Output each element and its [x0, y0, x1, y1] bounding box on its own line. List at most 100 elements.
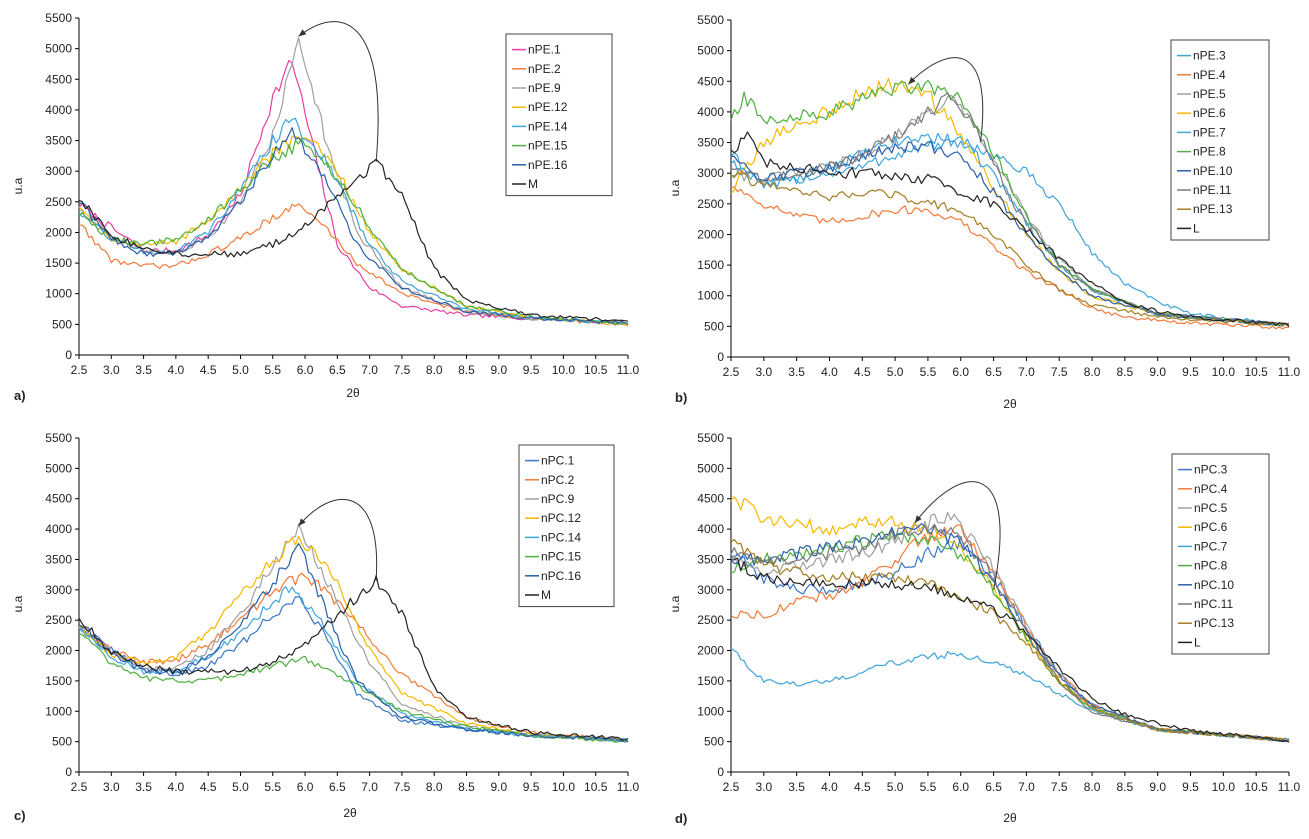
- x-tick-label: 7.5: [394, 780, 411, 794]
- x-tick-label: 7.5: [1051, 780, 1068, 794]
- y-tick-label: 1500: [45, 674, 72, 688]
- y-tick-label: 1500: [697, 674, 724, 688]
- series-line-npc-14: [78, 586, 629, 742]
- y-tick-label: 4500: [45, 492, 72, 506]
- series-line-npe-4: [730, 186, 1290, 330]
- legend: nPC.3 nPC.4 nPC.5 nPC.6 nPC.7 nPC.8 nPC.10 nPC.…: [1171, 453, 1270, 655]
- y-tick-label: 2500: [697, 613, 724, 627]
- series-line-npe-16: [78, 127, 629, 324]
- legend-label: M: [528, 177, 538, 191]
- x-tick-label: 8.0: [1084, 365, 1101, 379]
- legend-label: nPC.14: [541, 530, 581, 544]
- legend-label: L: [1194, 635, 1201, 649]
- y-tick-label: 0: [717, 765, 724, 779]
- y-tick-label: 5500: [45, 11, 72, 25]
- x-tick-label: 5.0: [887, 780, 904, 794]
- legend-label: nPC.12: [541, 511, 581, 525]
- x-tick-label: 7.5: [394, 363, 411, 377]
- x-tick-label: 5.0: [887, 365, 904, 379]
- x-tick-label: 6.0: [952, 780, 969, 794]
- series-line-m: [78, 575, 629, 741]
- legend-label: nPE.8: [1193, 145, 1226, 159]
- legend-label: nPE.4: [1193, 68, 1226, 82]
- x-tick-label: 3.5: [135, 363, 152, 377]
- y-tick-label: 3500: [697, 552, 724, 566]
- series-line-npc-16: [78, 542, 629, 743]
- y-tick-label: 1000: [697, 704, 724, 718]
- x-tick-label: 6.5: [329, 363, 346, 377]
- x-tick-label: 6.5: [985, 780, 1002, 794]
- x-tick-label: 9.0: [1149, 780, 1166, 794]
- x-tick-label: 9.5: [1182, 365, 1199, 379]
- x-tick-label: 7.0: [361, 363, 378, 377]
- x-tick-label: 7.0: [1018, 365, 1035, 379]
- legend-label: M: [541, 588, 551, 602]
- x-tick-label: 6.0: [297, 363, 314, 377]
- legend-label: L: [1193, 221, 1200, 235]
- y-tick-label: 1500: [697, 258, 724, 272]
- x-tick-label: 5.0: [232, 363, 249, 377]
- y-tick-label: 500: [704, 319, 724, 333]
- panel-label: b): [675, 390, 687, 405]
- x-tick-label: 9.5: [523, 780, 540, 794]
- y-tick-label: 5000: [45, 461, 72, 475]
- y-tick-label: 0: [65, 348, 72, 362]
- annotation-arrow: [298, 498, 378, 581]
- y-tick-label: 3000: [697, 583, 724, 597]
- x-tick-label: 3.5: [135, 780, 152, 794]
- legend-label: nPC.15: [541, 550, 581, 564]
- x-tick-label: 5.5: [920, 365, 937, 379]
- y-tick-label: 5500: [697, 13, 724, 27]
- x-tick-label: 10.0: [552, 780, 576, 794]
- y-tick-label: 3000: [45, 164, 72, 178]
- legend-label: nPE.1: [528, 43, 561, 57]
- y-tick-label: 2000: [45, 644, 72, 658]
- series-line-npc-11: [730, 523, 1290, 742]
- legend-label: nPE.13: [1193, 202, 1233, 216]
- y-tick-label: 5500: [45, 431, 72, 445]
- panel-label: d): [675, 811, 687, 826]
- y-tick-label: 1000: [45, 287, 72, 301]
- legend-box: [505, 33, 613, 197]
- legend-label: nPC.5: [1194, 501, 1228, 515]
- legend-label: nPE.2: [528, 62, 561, 76]
- chart-panel: 0 500 1000 1500 2000 2500 3000 3500 4000 4500 5000…: [11, 11, 640, 403]
- annotation-arrow: [907, 57, 984, 143]
- x-tick-label: 9.5: [1182, 780, 1199, 794]
- x-tick-label: 2.5: [723, 365, 740, 379]
- x-tick-label: 5.5: [264, 363, 281, 377]
- legend: nPE.1 nPE.2 nPE.9 nPE.12 nPE.14 nPE.15 nPE.16 M: [505, 33, 613, 197]
- x-tick-label: 10.0: [1212, 365, 1236, 379]
- series-line-npc-15: [78, 632, 629, 743]
- y-tick-label: 5000: [697, 461, 724, 475]
- x-tick-label: 8.0: [426, 780, 443, 794]
- series-line-npe-3: [730, 136, 1290, 326]
- legend-label: nPE.6: [1193, 106, 1226, 120]
- y-tick-label: 1000: [45, 704, 72, 718]
- series-line-npe-11: [730, 92, 1290, 326]
- x-tick-label: 5.5: [920, 780, 937, 794]
- y-tick-label: 500: [52, 317, 72, 331]
- y-tick-label: 2000: [45, 225, 72, 239]
- y-tick-label: 0: [717, 350, 724, 364]
- legend-label: nPC.1: [541, 454, 575, 468]
- legend-label: nPE.11: [1193, 183, 1232, 197]
- x-tick-label: 3.0: [103, 363, 120, 377]
- x-tick-label: 3.5: [788, 780, 805, 794]
- series-line-npc-7: [730, 647, 1290, 742]
- y-tick-label: 4000: [45, 103, 72, 117]
- x-tick-label: 6.5: [985, 365, 1002, 379]
- y-tick-label: 2500: [45, 613, 72, 627]
- x-tick-label: 3.0: [755, 780, 772, 794]
- x-tick-label: 10.5: [1244, 365, 1268, 379]
- x-tick-label: 2.5: [71, 363, 88, 377]
- legend-label: nPC.16: [541, 569, 581, 583]
- x-tick-label: 6.0: [952, 365, 969, 379]
- y-tick-label: 500: [52, 735, 72, 749]
- legend-box: [1170, 39, 1270, 241]
- legend-label: nPE.5: [1193, 87, 1226, 101]
- x-tick-label: 8.0: [426, 363, 443, 377]
- x-tick-label: 2.5: [71, 780, 88, 794]
- legend-label: nPE.16: [528, 158, 568, 172]
- x-axis-label: 2θ: [343, 806, 357, 820]
